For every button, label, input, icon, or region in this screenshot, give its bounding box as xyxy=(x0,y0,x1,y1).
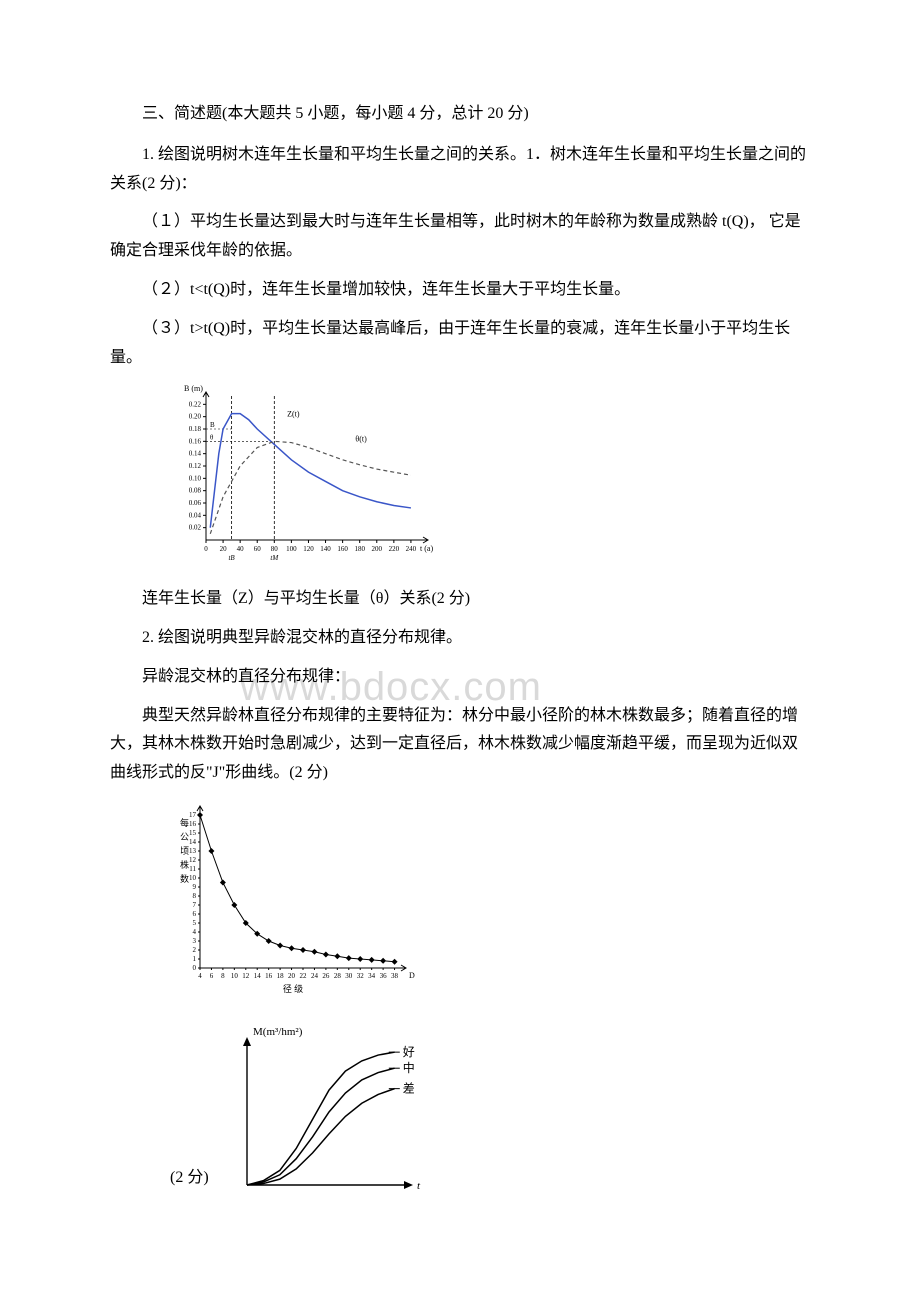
svg-text:0.16: 0.16 xyxy=(189,438,202,446)
svg-text:16: 16 xyxy=(189,820,197,828)
svg-text:60: 60 xyxy=(254,545,262,553)
svg-text:140: 140 xyxy=(320,545,331,553)
svg-text:顷: 顷 xyxy=(180,846,189,856)
svg-text:1: 1 xyxy=(193,955,197,963)
svg-text:7: 7 xyxy=(193,901,197,909)
svg-text:0.06: 0.06 xyxy=(189,499,202,507)
svg-text:200: 200 xyxy=(372,545,383,553)
svg-text:t (a): t (a) xyxy=(420,544,433,553)
svg-text:M(m³/hm²): M(m³/hm²) xyxy=(253,1026,303,1038)
svg-text:16: 16 xyxy=(265,972,273,980)
svg-text:4: 4 xyxy=(193,928,197,936)
site-quality-chart: M(m³/hm²)t好中差 xyxy=(221,1021,441,1201)
svg-text:40: 40 xyxy=(237,545,245,553)
svg-text:160: 160 xyxy=(337,545,348,553)
svg-text:D: D xyxy=(409,971,415,980)
svg-text:80: 80 xyxy=(271,545,279,553)
svg-text:5: 5 xyxy=(193,919,197,927)
section-3-title: 三、简述题(本大题共 5 小题，每小题 4 分，总计 20 分) xyxy=(110,100,810,129)
chart3-row: (2 分) M(m³/hm²)t好中差 xyxy=(170,1021,810,1201)
svg-text:22: 22 xyxy=(300,972,308,980)
svg-text:4: 4 xyxy=(198,972,202,980)
q1-prompt: 1. 绘图说明树木连年生长量和平均生长量之间的关系。1．树木连年生长量和平均生长… xyxy=(110,141,810,199)
svg-text:14: 14 xyxy=(254,972,262,980)
svg-text:差: 差 xyxy=(402,1081,414,1095)
svg-text:120: 120 xyxy=(303,545,314,553)
svg-text:2: 2 xyxy=(193,946,197,954)
svg-text:17: 17 xyxy=(189,811,197,819)
svg-text:9: 9 xyxy=(193,883,197,891)
svg-text:0.20: 0.20 xyxy=(189,413,202,421)
q1-p3: （３）t>t(Q)时，平均生长量达最高峰后，由于连年生长量的衰减，连年生长量小于… xyxy=(110,315,810,373)
svg-text:240: 240 xyxy=(406,545,417,553)
svg-text:13: 13 xyxy=(189,847,197,855)
svg-text:8: 8 xyxy=(193,892,197,900)
svg-text:15: 15 xyxy=(189,829,197,837)
svg-text:0.14: 0.14 xyxy=(189,450,202,458)
q1-p1: （１）平均生长量达到最大时与连年生长量相等，此时树木的年龄称为数量成熟龄 t(Q… xyxy=(110,208,810,266)
svg-text:34: 34 xyxy=(368,972,376,980)
chart1-caption: 连年生长量（Z）与平均生长量（θ）关系(2 分) xyxy=(110,585,810,614)
svg-text:20: 20 xyxy=(220,545,228,553)
svg-text:公: 公 xyxy=(180,832,189,842)
svg-text:Z(t): Z(t) xyxy=(287,410,300,419)
svg-text:10: 10 xyxy=(189,874,197,882)
svg-text:径 级: 径 级 xyxy=(283,983,303,994)
document-content: 三、简述题(本大题共 5 小题，每小题 4 分，总计 20 分) 1. 绘图说明… xyxy=(110,100,810,1201)
svg-text:B: B xyxy=(210,421,215,429)
svg-text:8: 8 xyxy=(221,972,225,980)
svg-text:11: 11 xyxy=(189,865,196,873)
svg-text:中: 中 xyxy=(402,1060,414,1075)
svg-text:6: 6 xyxy=(193,910,197,918)
q1-p2: （２）t<t(Q)时，连年生长量增加较快，连年生长量大于平均生长量。 xyxy=(110,276,810,305)
svg-text:18: 18 xyxy=(277,972,285,980)
svg-text:12: 12 xyxy=(189,856,197,864)
svg-text:180: 180 xyxy=(354,545,365,553)
svg-text:0.18: 0.18 xyxy=(189,425,202,433)
q2-sub: 异龄混交林的直径分布规律： xyxy=(110,663,810,692)
svg-text:6: 6 xyxy=(210,972,214,980)
svg-text:B (m): B (m) xyxy=(184,384,203,393)
svg-text:数: 数 xyxy=(180,873,189,884)
chart1-container: 0.02 0.04 0.06 0.08 0.10 0.12 0.14 0.16 0.18 0.20… xyxy=(170,382,810,573)
svg-text:32: 32 xyxy=(357,972,365,980)
diameter-dist-chart: 0123456789101112131415161746810121416182… xyxy=(170,798,420,998)
growth-chart: 0.02 0.04 0.06 0.08 0.10 0.12 0.14 0.16 0.18 0.20… xyxy=(170,382,440,562)
svg-text:24: 24 xyxy=(311,972,319,980)
svg-text:tM: tM xyxy=(270,554,279,562)
chart3-suffix: (2 分) xyxy=(170,1164,209,1201)
svg-text:12: 12 xyxy=(242,972,250,980)
svg-text:0.22: 0.22 xyxy=(189,401,202,409)
svg-text:36: 36 xyxy=(380,972,388,980)
svg-text:0.08: 0.08 xyxy=(189,487,202,495)
svg-text:0.12: 0.12 xyxy=(189,462,202,470)
q2-prompt: 2. 绘图说明典型异龄混交林的直径分布规律。 xyxy=(110,624,810,653)
svg-text:tB: tB xyxy=(228,554,235,562)
svg-text:0.02: 0.02 xyxy=(189,524,202,532)
svg-text:20: 20 xyxy=(288,972,296,980)
svg-text:株: 株 xyxy=(180,859,189,870)
svg-text:10: 10 xyxy=(231,972,239,980)
svg-text:38: 38 xyxy=(391,972,399,980)
svg-text:100: 100 xyxy=(286,545,297,553)
svg-text:0.10: 0.10 xyxy=(189,475,202,483)
svg-text:每: 每 xyxy=(180,817,189,828)
svg-text:30: 30 xyxy=(345,972,353,980)
svg-text:0: 0 xyxy=(204,545,208,553)
svg-text:220: 220 xyxy=(389,545,400,553)
svg-text:3: 3 xyxy=(193,937,197,945)
svg-text:0.04: 0.04 xyxy=(189,512,202,520)
svg-text:θ(t): θ(t) xyxy=(355,435,367,444)
q2-body: 典型天然异龄林直径分布规律的主要特征为：林分中最小径阶的林木株数最多；随着直径的… xyxy=(110,702,810,788)
svg-text:14: 14 xyxy=(189,838,197,846)
svg-text:好: 好 xyxy=(402,1045,414,1059)
svg-text:0: 0 xyxy=(193,964,197,972)
chart2-container: 0123456789101112131415161746810121416182… xyxy=(170,798,810,1009)
svg-text:28: 28 xyxy=(334,972,342,980)
svg-text:26: 26 xyxy=(322,972,330,980)
